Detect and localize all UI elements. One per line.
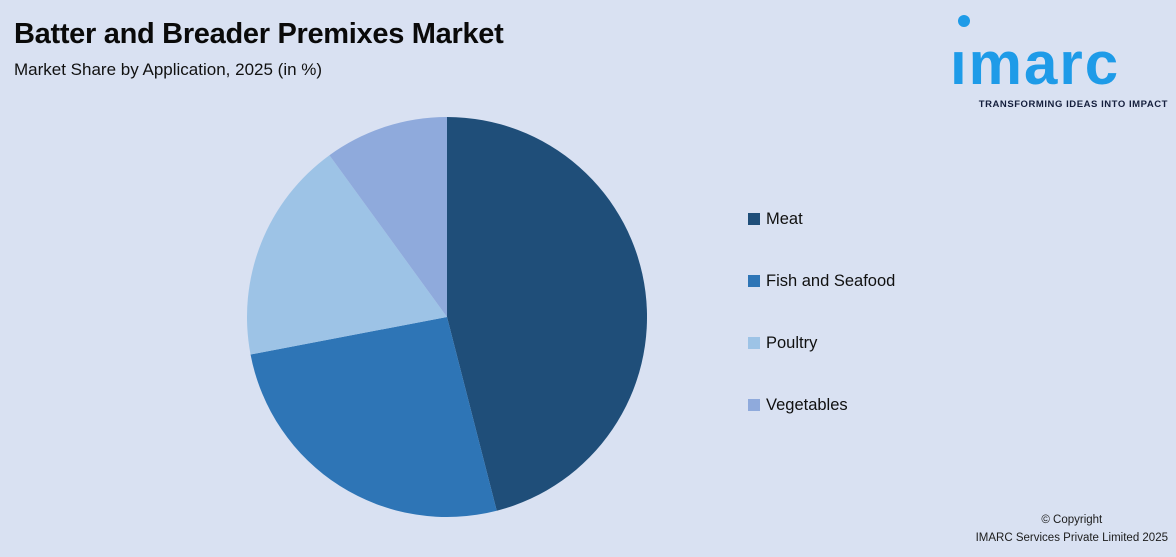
legend-item-vegetables: Vegetables xyxy=(748,374,895,436)
imarc-logo-dot-icon xyxy=(958,15,970,27)
legend-label-poultry: Poultry xyxy=(766,333,818,352)
pie-slice-fish-and-seafood xyxy=(250,317,497,518)
legend-item-fish-and-seafood: Fish and Seafood xyxy=(748,250,895,312)
legend-label-vegetables: Vegetables xyxy=(766,395,848,414)
legend-label-meat: Meat xyxy=(766,209,803,228)
pie-slice-meat xyxy=(447,117,648,511)
pie-chart xyxy=(246,117,648,518)
legend-swatch-fish-and-seafood-icon xyxy=(748,275,760,287)
copyright-line1: © Copyright xyxy=(1041,514,1103,527)
copyright-notice: © Copyright IMARC Services Private Limit… xyxy=(976,512,1168,548)
imarc-brand-text: ımarc xyxy=(950,30,1121,97)
legend-swatch-meat-icon xyxy=(748,213,760,225)
legend-swatch-poultry-icon xyxy=(748,337,760,349)
imarc-logo-wordmark: ımarc xyxy=(942,6,1168,94)
pie-chart-container xyxy=(237,107,657,527)
legend-item-meat: Meat xyxy=(748,188,895,250)
chart-legend: Meat Fish and Seafood Poultry Vegetables xyxy=(748,188,895,436)
imarc-tagline: TRANSFORMING IDEAS INTO IMPACT xyxy=(978,99,1168,110)
page-title: Batter and Breader Premixes Market xyxy=(14,18,504,50)
pie-slice-vegetables xyxy=(329,117,447,317)
chart-subtitle: Market Share by Application, 2025 (in %) xyxy=(14,60,323,79)
imarc-logo: ımarc TRANSFORMING IDEAS INTO IMPACT xyxy=(942,6,1168,110)
legend-label-fish-and-seafood: Fish and Seafood xyxy=(766,271,896,290)
legend-swatch-vegetables-icon xyxy=(748,399,760,411)
pie-slice-poultry xyxy=(246,155,447,355)
legend-item-poultry: Poultry xyxy=(748,312,895,374)
copyright-line2: IMARC Services Private Limited 2025 xyxy=(975,532,1168,545)
